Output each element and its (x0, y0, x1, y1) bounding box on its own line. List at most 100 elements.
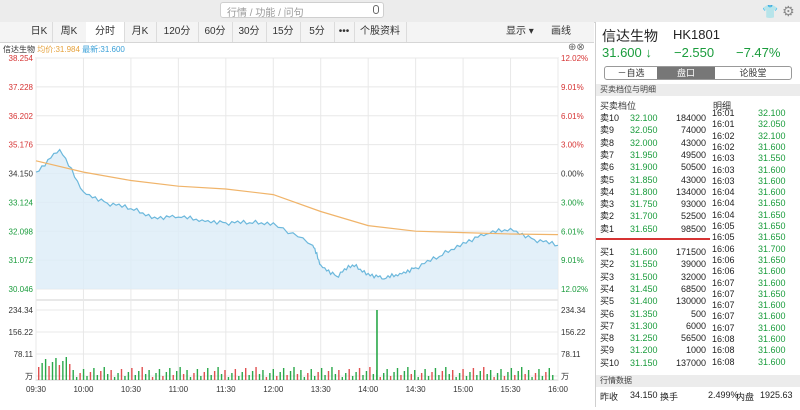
gear-icon[interactable]: ⚙ (782, 3, 795, 19)
orderbook-row[interactable]: 买3 31.500 32000 (596, 271, 710, 283)
period-button[interactable]: 周K (52, 22, 87, 42)
volume-frame (35, 299, 559, 381)
close-icon[interactable]: ⊗ (576, 42, 585, 53)
volume-bar (469, 372, 471, 380)
volume-bar (545, 372, 547, 380)
microphone-icon[interactable] (373, 5, 379, 14)
level-price: 31.300 (630, 320, 658, 331)
period-button[interactable]: 日K (26, 22, 53, 42)
level-volume: 6000 (685, 320, 706, 331)
orderbook-row[interactable]: 卖9 32.050 74000 (596, 124, 710, 136)
orderbook-row[interactable]: 买8 31.250 56500 (596, 332, 710, 344)
search-input[interactable]: 行情 / 功能 / 问句 (220, 2, 384, 19)
tick-time: 16:08 (712, 334, 735, 344)
tick-time: 16:06 (712, 243, 735, 254)
level-price: 31.400 (630, 296, 658, 307)
period-button[interactable]: 15分 (266, 22, 301, 42)
period-button[interactable]: 分时 (86, 22, 125, 42)
volume-bar (386, 369, 388, 380)
orderbook-row[interactable]: 卖6 31.900 50500 (596, 161, 710, 173)
tick-row: 16:04 31.650 (710, 210, 800, 221)
level-price: 32.050 (630, 125, 658, 136)
tab-watchlist[interactable]: －自选 (617, 68, 645, 78)
orderbook-row[interactable]: 买7 31.300 6000 (596, 320, 710, 332)
orderbook-row[interactable]: 买1 31.600 171500 (596, 246, 710, 258)
chart-canvas[interactable]: 38.254 12.02% 37.228 9.01% 36.202 6.01% 35.176… (0, 42, 594, 407)
level-label: 买5 (600, 296, 615, 307)
orderbook-row[interactable]: 买2 31.550 39000 (596, 258, 710, 270)
volume-bar (65, 357, 67, 380)
tick-price: 31.650 (758, 221, 786, 231)
period-button[interactable]: 月K (124, 22, 157, 42)
price-change: −2.550 (674, 45, 715, 60)
stat-label: 换手 (660, 392, 679, 402)
level-label: 卖4 (600, 186, 615, 197)
price-tick-label: 34.150 (9, 170, 34, 179)
zoom-in-icon[interactable]: ⊕ (568, 42, 577, 53)
time-tick-label: 12:00 (263, 385, 284, 394)
period-button[interactable]: 5分 (300, 22, 335, 42)
volume-bar (410, 374, 412, 380)
draw-line-button[interactable]: 画线 (551, 26, 571, 37)
period-button[interactable]: 120分 (156, 22, 199, 42)
volume-bar (113, 377, 116, 380)
orderbook-row[interactable]: 卖8 32.000 43000 (596, 137, 710, 149)
time-tick-label: 14:30 (406, 385, 427, 394)
period-button[interactable]: 30分 (232, 22, 267, 42)
volume-bar (452, 370, 454, 380)
display-button[interactable]: 显示 ▾ (506, 26, 534, 37)
period-button[interactable]: 60分 (198, 22, 233, 42)
orderbook-row[interactable]: 卖4 31.800 134000 (596, 186, 710, 198)
volume-bar (48, 366, 50, 380)
time-tick-label: 11:30 (216, 385, 236, 394)
quote-tabs: －自选 盘口 论股堂 (604, 66, 792, 80)
level-price: 31.900 (630, 162, 658, 173)
orderbook-row[interactable]: 买5 31.400 130000 (596, 295, 710, 307)
ticks-title: 明细 (713, 101, 732, 111)
orderbook-row[interactable]: 卖1 31.650 98500 (596, 223, 710, 235)
volume-bar (55, 358, 57, 380)
orderbook-row[interactable]: 买4 31.450 68500 (596, 283, 710, 295)
intraday-chart[interactable]: 38.254 12.02% 37.228 9.01% 36.202 6.01% 35.176… (0, 42, 594, 407)
period-button[interactable]: ••• (334, 22, 355, 42)
level-label: 卖3 (600, 199, 615, 210)
tab-orderbook[interactable]: 盘口 (657, 67, 715, 79)
volume-bar (307, 373, 309, 380)
volume-bar (203, 372, 205, 380)
volume-bar (151, 377, 154, 380)
volume-bar (255, 367, 257, 380)
orderbook-row[interactable]: 卖3 31.750 93000 (596, 198, 710, 210)
level-label: 卖2 (600, 211, 615, 222)
volume-bar (400, 375, 402, 380)
orderbook-row[interactable]: 卖2 31.700 52500 (596, 210, 710, 222)
volume-bar (158, 369, 161, 380)
orderbook-row[interactable]: 卖7 31.950 49500 (596, 149, 710, 161)
chart-legend: 信达生物 均价:31.984 最新:31.600 (3, 44, 125, 55)
level-volume: 50500 (680, 162, 706, 173)
volume-bar (272, 369, 274, 380)
volume-bar (38, 367, 40, 380)
volume-bar (369, 367, 371, 380)
orderbook-row[interactable]: 买9 31.200 1000 (596, 344, 710, 356)
volume-bar (51, 362, 54, 380)
tab-forum[interactable]: 论股堂 (739, 68, 767, 78)
search-placeholder: 行情 / 功能 / 问句 (227, 8, 304, 19)
orderbook-row[interactable]: 买10 31.150 137000 (596, 357, 710, 369)
period-button[interactable]: 个股资料 (354, 22, 407, 42)
pct-tick-label: 3.00% (561, 141, 584, 150)
tick-row: 16:06 31.650 (710, 255, 800, 266)
volume-bar (348, 369, 350, 380)
level-price: 31.750 (630, 199, 658, 210)
theme-icon[interactable]: 👕 (762, 4, 779, 19)
orderbook-row[interactable]: 卖10 32.100 184000 (596, 112, 710, 124)
orderbook-row[interactable]: 卖5 31.850 43000 (596, 174, 710, 186)
volume-bar (62, 361, 64, 380)
volume-bar (552, 375, 554, 380)
volume-bar (245, 368, 247, 380)
volume-bar (162, 376, 164, 380)
orderbook-row[interactable]: 买6 31.350 500 (596, 308, 710, 320)
time-tick-label: 10:30 (121, 385, 142, 394)
tick-time: 16:08 (712, 345, 735, 356)
level-price: 31.150 (630, 357, 658, 368)
pct-tick-label: 12.02% (561, 285, 588, 294)
